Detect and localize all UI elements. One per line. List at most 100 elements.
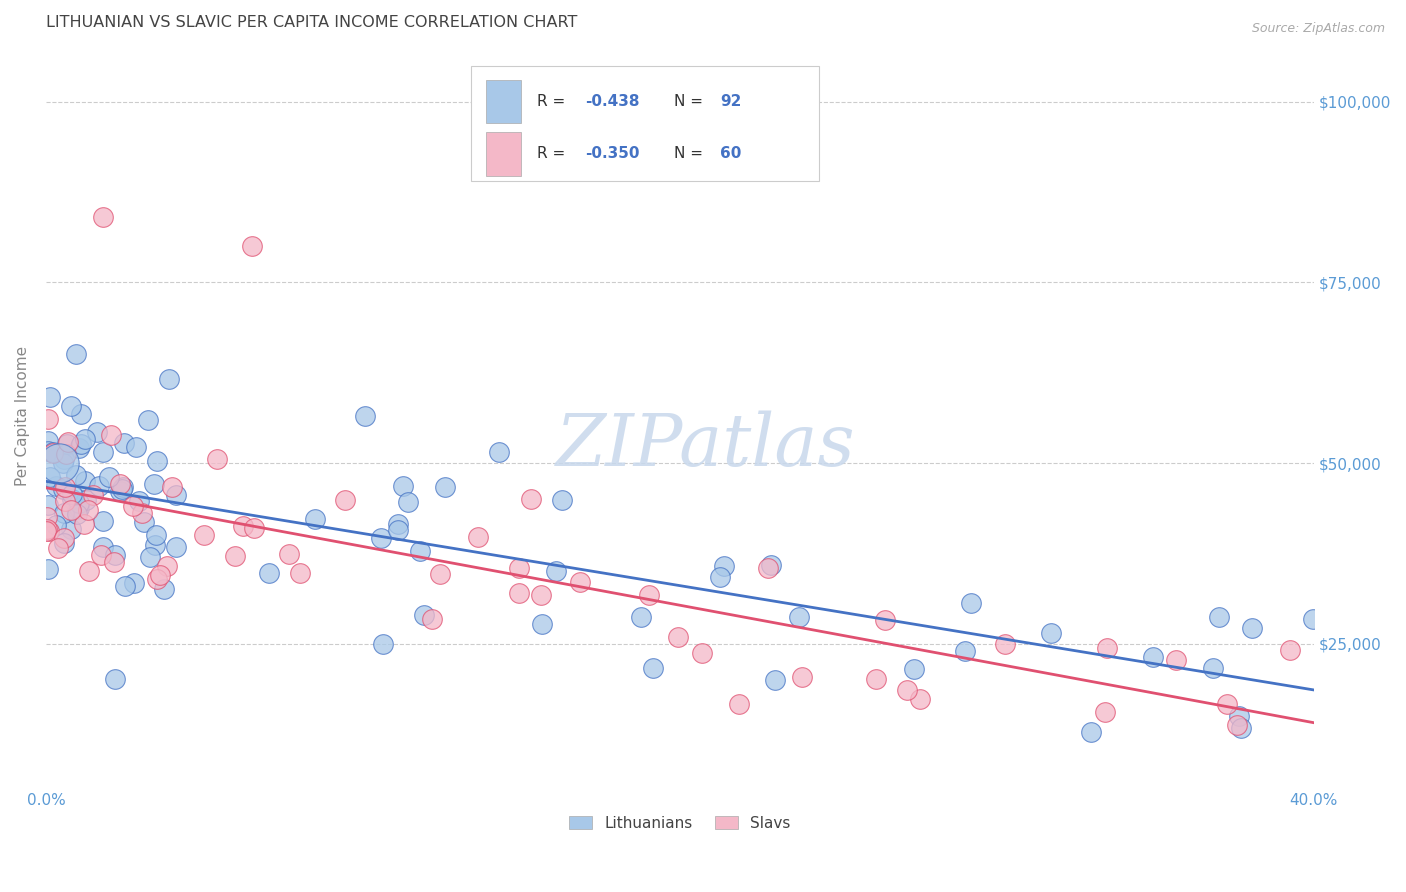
Point bbox=[569, 574, 592, 589]
Point bbox=[53, 452, 76, 467]
Point bbox=[66, 507, 89, 521]
Point bbox=[91, 211, 114, 225]
Point bbox=[257, 566, 280, 581]
Point bbox=[139, 550, 162, 565]
Point bbox=[429, 566, 451, 581]
Point bbox=[69, 501, 91, 516]
Point bbox=[370, 531, 392, 545]
Point bbox=[111, 482, 134, 496]
Point bbox=[1226, 718, 1249, 732]
Point bbox=[111, 480, 134, 494]
Point bbox=[82, 488, 104, 502]
Point bbox=[114, 579, 136, 593]
Text: N =: N = bbox=[673, 146, 707, 161]
Point bbox=[908, 692, 931, 706]
Point bbox=[60, 487, 83, 501]
Point bbox=[142, 477, 165, 491]
Point bbox=[51, 482, 73, 496]
Point bbox=[205, 452, 228, 467]
Point bbox=[530, 616, 553, 631]
Point bbox=[387, 523, 409, 537]
Point bbox=[787, 609, 810, 624]
Point bbox=[38, 470, 60, 484]
Point bbox=[1279, 642, 1302, 657]
Point bbox=[396, 495, 419, 509]
Point bbox=[65, 467, 87, 482]
Point bbox=[108, 484, 131, 499]
Point bbox=[1229, 721, 1251, 735]
Point bbox=[1164, 653, 1187, 667]
Point bbox=[103, 555, 125, 569]
FancyBboxPatch shape bbox=[486, 80, 522, 123]
Point bbox=[65, 347, 87, 361]
Text: 92: 92 bbox=[720, 95, 742, 109]
Point bbox=[60, 399, 83, 413]
Point bbox=[128, 494, 150, 508]
Legend: Lithuanians, Slavs: Lithuanians, Slavs bbox=[562, 809, 797, 837]
Point bbox=[76, 503, 98, 517]
Point bbox=[41, 444, 63, 458]
Point bbox=[165, 541, 187, 555]
Point bbox=[709, 569, 731, 583]
Point bbox=[45, 479, 67, 493]
Text: 60: 60 bbox=[720, 146, 742, 161]
Point bbox=[1227, 709, 1250, 723]
Point bbox=[304, 512, 326, 526]
Point bbox=[160, 480, 183, 494]
Point bbox=[100, 427, 122, 442]
Text: Source: ZipAtlas.com: Source: ZipAtlas.com bbox=[1251, 22, 1385, 36]
Point bbox=[91, 445, 114, 459]
Point bbox=[91, 541, 114, 555]
Point bbox=[53, 536, 76, 550]
Point bbox=[994, 637, 1017, 651]
Point bbox=[896, 682, 918, 697]
Point bbox=[110, 477, 132, 491]
Point bbox=[104, 672, 127, 686]
Point bbox=[145, 538, 167, 552]
Point bbox=[955, 644, 977, 658]
Point bbox=[59, 502, 82, 516]
Point bbox=[67, 441, 90, 455]
Point bbox=[145, 572, 167, 586]
Point bbox=[643, 660, 665, 674]
Point bbox=[90, 549, 112, 563]
Point bbox=[763, 673, 786, 687]
Point bbox=[157, 372, 180, 386]
Point bbox=[53, 506, 76, 520]
Text: ZIPatlas: ZIPatlas bbox=[555, 410, 855, 481]
Point bbox=[224, 549, 246, 564]
Point bbox=[37, 562, 59, 576]
Point bbox=[508, 561, 530, 575]
Point bbox=[37, 522, 59, 536]
Point bbox=[333, 493, 356, 508]
Point bbox=[53, 480, 76, 494]
Point bbox=[371, 637, 394, 651]
Point bbox=[76, 493, 98, 508]
Point bbox=[520, 491, 543, 506]
Point bbox=[46, 541, 69, 556]
Point bbox=[728, 698, 751, 712]
Point bbox=[35, 509, 58, 524]
Point bbox=[392, 479, 415, 493]
Point bbox=[865, 672, 887, 686]
Point bbox=[387, 516, 409, 531]
Point bbox=[79, 565, 101, 579]
Point bbox=[243, 521, 266, 535]
Point bbox=[37, 498, 59, 512]
Text: LITHUANIAN VS SLAVIC PER CAPITA INCOME CORRELATION CHART: LITHUANIAN VS SLAVIC PER CAPITA INCOME C… bbox=[46, 15, 578, 30]
Point bbox=[193, 528, 215, 542]
Point bbox=[60, 522, 83, 536]
Point bbox=[37, 412, 59, 426]
Point bbox=[1208, 610, 1230, 624]
Point bbox=[146, 454, 169, 468]
Point bbox=[1039, 625, 1062, 640]
Point bbox=[408, 544, 430, 558]
Point bbox=[551, 492, 574, 507]
Point bbox=[86, 425, 108, 439]
Point bbox=[668, 630, 690, 644]
Point bbox=[131, 506, 153, 520]
Point bbox=[467, 530, 489, 544]
Point bbox=[903, 662, 925, 676]
Point bbox=[60, 491, 83, 506]
Point bbox=[759, 558, 782, 572]
